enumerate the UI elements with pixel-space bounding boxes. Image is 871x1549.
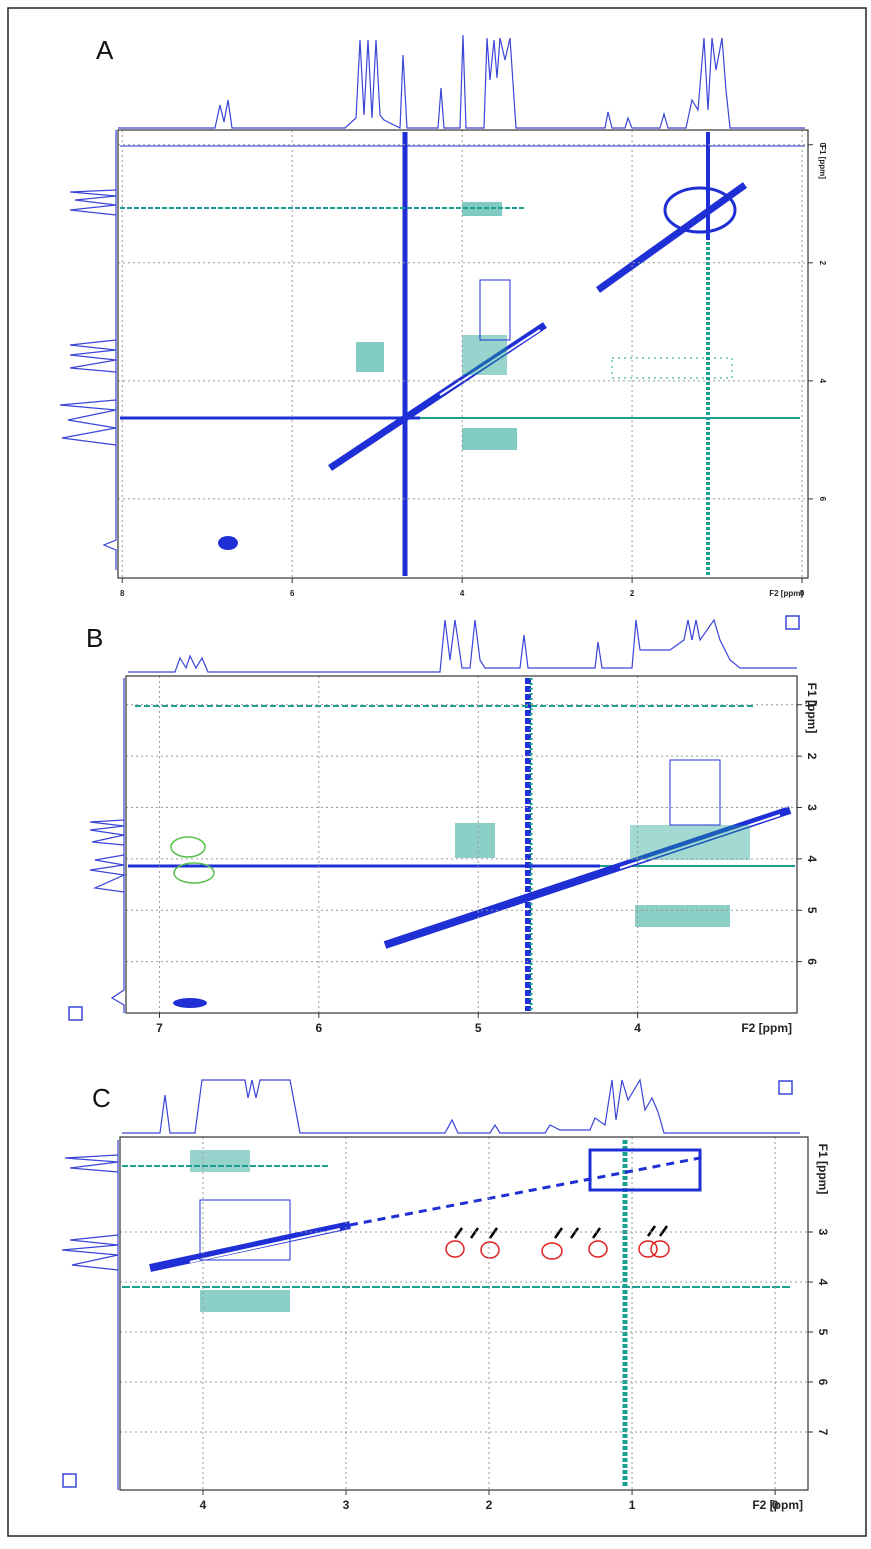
y-axis-title: F1 [ppm] [818,145,827,179]
y-axis-title: F1 [ppm] [805,683,819,734]
x-tick-label: 7 [156,1021,163,1035]
y-tick-label: 5 [816,1329,830,1336]
f1-projection [102,130,117,570]
x-tick-label: 0 [800,589,805,598]
x-tick-label: 6 [290,589,295,598]
y-tick-label: 6 [818,497,827,502]
plot-frame [117,129,809,579]
y-tick-label: 1 [805,701,819,708]
x-tick-label: 3 [343,1498,350,1512]
plot-frame [119,1136,809,1491]
f1-projection [59,189,117,446]
x-axis-title: F2 [ppm] [769,589,803,598]
y-tick-label: 2 [818,261,827,266]
f2-projection [122,1078,800,1134]
x-tick-label: 6 [316,1021,323,1035]
y-tick-label: 7 [816,1429,830,1436]
y-tick-label: 4 [816,1279,830,1286]
spectra [59,34,805,1490]
figure-border [7,7,867,1537]
f1-projection [89,678,127,1013]
f2-projection [128,618,797,673]
x-axis-title: F2 [ppm] [741,1021,792,1035]
y-tick-label: 6 [816,1379,830,1386]
y-tick-label: 0 [818,143,827,148]
panel-label: A [96,35,114,65]
x-tick-label: 1 [629,1498,636,1512]
y-tick-label: 2 [805,753,819,760]
f1-projection [61,1140,119,1490]
x-axis-title: F2 [ppm] [752,1498,803,1512]
panel-label: C [92,1083,111,1113]
y-tick-label: 5 [805,907,819,914]
x-tick-label: 8 [120,589,125,598]
panel-label: B [86,623,103,653]
plot-frame [125,675,798,1014]
y-tick-label: 6 [805,958,819,965]
x-tick-label: 4 [634,1021,641,1035]
x-tick-label: 4 [460,589,465,598]
x-tick-label: 4 [200,1498,207,1512]
x-tick-label: 5 [475,1021,482,1035]
y-tick-label: 3 [805,804,819,811]
y-tick-label: 4 [805,856,819,863]
f2-projection [118,34,805,129]
x-tick-label: 2 [486,1498,493,1512]
y-tick-label: 3 [816,1229,830,1236]
x-tick-label: 0 [772,1498,779,1512]
x-tick-label: 2 [630,589,635,598]
y-tick-label: 4 [818,379,827,384]
y-axis-title: F1 [ppm] [816,1144,830,1195]
